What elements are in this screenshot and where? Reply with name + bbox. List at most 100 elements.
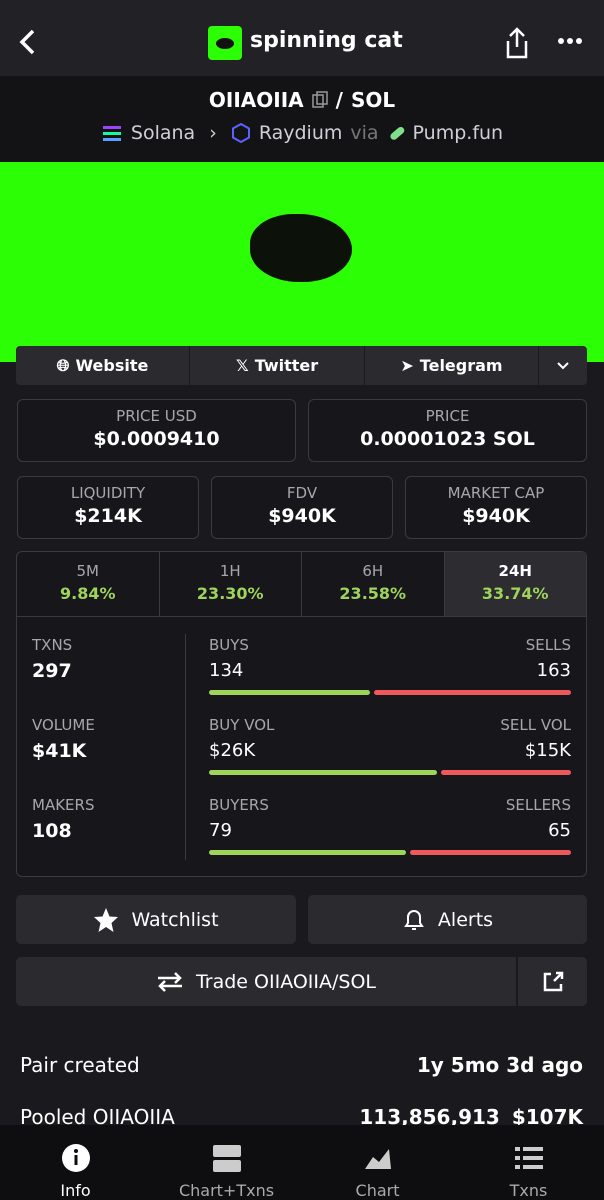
tab[interactable]: Chart (302, 1125, 453, 1200)
banner (0, 162, 604, 362)
pair: OIIAOIIA / SOL (0, 88, 604, 112)
sell-bar (440, 770, 571, 775)
metric-label: MAKERS (32, 796, 95, 814)
price-box: PRICE USD $0.0009410 (17, 399, 296, 462)
right-value: 163 (536, 660, 571, 681)
base: OIIAOIIA (208, 88, 304, 112)
stat-value: $940K (462, 505, 530, 527)
left-value: $26K (209, 740, 256, 761)
stat-box: FDV $940K (211, 476, 393, 539)
stat-value: $214K (74, 505, 142, 527)
tab-icon (364, 1149, 391, 1169)
metric-value: $41K (32, 740, 87, 762)
pair-section: OIIAOIIA / SOL Solana › Raydium via Pump… (0, 76, 604, 162)
buy-bar (209, 770, 437, 775)
right-value: 65 (548, 820, 571, 841)
left-label: BUYERS (209, 796, 269, 814)
tab-icon (212, 1145, 241, 1172)
timeframe-change: 9.84% (59, 584, 116, 603)
timeframe-change: 23.58% (339, 584, 407, 603)
stat-label: LIQUIDITY (70, 484, 146, 502)
tab-label: Txns (509, 1181, 548, 1200)
share-button[interactable] (502, 26, 532, 60)
quote: SOL (350, 88, 396, 112)
right-label: SELLERS (505, 796, 571, 814)
price-box: PRICE 0.00001023 SOL (308, 399, 587, 462)
tab-label: Chart (355, 1181, 400, 1200)
link-text: Website (75, 356, 149, 375)
timeframe-tab[interactable]: 24H 33.74% (443, 552, 586, 616)
launchpad: Pump.fun (412, 122, 504, 144)
tab[interactable]: Txns (453, 1125, 604, 1200)
link[interactable]: 𝕏 Twitter (190, 346, 365, 385)
alerts-button[interactable]: Alerts (308, 895, 587, 944)
stat-box: MARKET CAP $940K (405, 476, 587, 539)
separator: / (335, 88, 343, 112)
back-button[interactable] (16, 28, 40, 58)
timeframe-label: 6H (362, 562, 384, 580)
price-value: $0.0009410 (93, 428, 220, 450)
link[interactable]: ➤ Telegram (365, 346, 539, 385)
link-text: Twitter (254, 356, 319, 375)
info-label: Pair created (20, 1053, 140, 1077)
info-value: 1y 5mo 3d ago (416, 1053, 583, 1077)
left-value: 79 (209, 820, 232, 841)
left-value: 134 (209, 660, 244, 681)
title: spinning cat (250, 28, 403, 53)
tab-icon (61, 1144, 90, 1172)
external-button[interactable] (518, 957, 587, 1006)
buy-bar (209, 690, 371, 695)
right-label: SELL VOL (500, 716, 571, 734)
timeframe-label: 24H (498, 562, 532, 580)
cat-image (250, 214, 352, 282)
copy-icon[interactable] (311, 91, 328, 109)
pump-icon (389, 126, 404, 140)
right-value: $15K (524, 740, 571, 761)
stat-box: LIQUIDITY $214K (17, 476, 199, 539)
links-bar: 🌐︎ Website 𝕏 Twitter ➤ Telegram (16, 346, 587, 385)
button-text: Watchlist (131, 908, 219, 931)
token-icon (208, 26, 242, 60)
price-label: PRICE USD (116, 407, 197, 425)
watchlist-button[interactable]: Watchlist (16, 895, 296, 944)
button-text: Alerts (437, 908, 494, 931)
via: via (350, 122, 379, 144)
link-text: Telegram (419, 356, 503, 375)
stat-label: MARKET CAP (447, 484, 545, 502)
metric-label: TXNS (32, 636, 73, 654)
timeframe-tab[interactable]: 6H 23.58% (301, 552, 444, 616)
metric-value: 297 (32, 660, 72, 682)
metric-label: VOLUME (32, 716, 95, 734)
timeframe-change: 23.30% (196, 584, 264, 603)
left-label: BUYS (209, 636, 249, 654)
price-label: PRICE (425, 407, 470, 425)
right-label: SELLS (525, 636, 571, 654)
route: Solana › Raydium via Pump.fun (0, 122, 604, 144)
tab-label: Info (60, 1181, 91, 1200)
link[interactable]: 🌐︎ Website (16, 346, 190, 385)
timeframe-change: 33.74% (481, 584, 549, 603)
timeframe-label: 5M (76, 562, 100, 580)
trade-button[interactable]: Trade OIIAOIIA/SOL (16, 957, 516, 1006)
metric-value: 108 (32, 820, 72, 842)
activity-panel: 5M 9.84% 1H 23.30% 6H 23.58% 24H 33.74% TXNS 297… (16, 551, 587, 877)
solana-icon (102, 126, 121, 141)
raydium-icon (231, 123, 250, 143)
header: spinning cat (0, 0, 604, 76)
dex: Raydium (258, 122, 343, 144)
more-links[interactable] (539, 346, 587, 385)
tab-bar: Info Chart+Txns Chart Txns (0, 1125, 604, 1200)
stat-value: $940K (268, 505, 336, 527)
timeframe-tab[interactable]: 5M 9.84% (17, 552, 159, 616)
button-text: Trade OIIAOIIA/SOL (195, 970, 377, 993)
timeframe-tab[interactable]: 1H 23.30% (158, 552, 302, 616)
sell-bar (409, 850, 571, 855)
more-button[interactable] (556, 36, 584, 46)
stat-label: FDV (286, 484, 318, 502)
chain: Solana (130, 122, 196, 144)
tab[interactable]: Chart+Txns (151, 1125, 302, 1200)
left-label: BUY VOL (209, 716, 275, 734)
tab[interactable]: Info (0, 1125, 151, 1200)
price-value: 0.00001023 SOL (360, 428, 535, 450)
